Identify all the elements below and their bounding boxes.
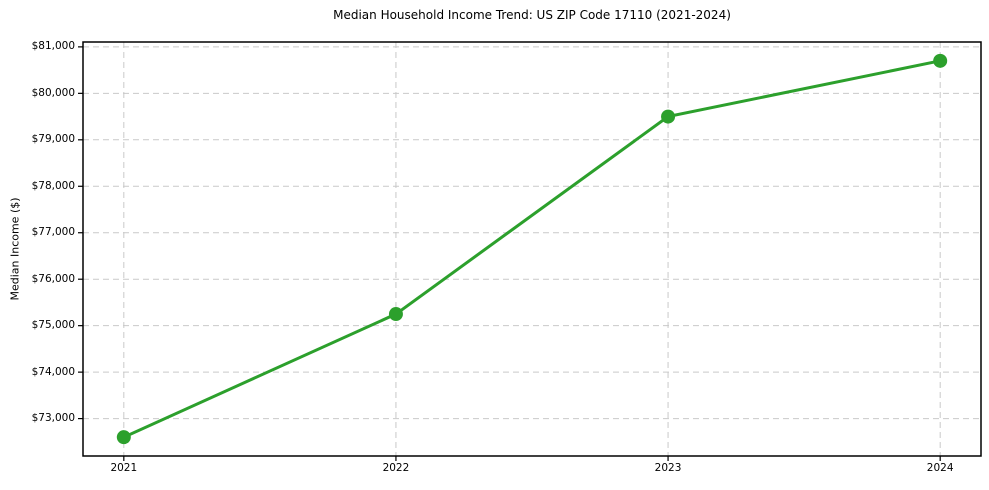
y-tick-label: $79,000 [31, 133, 75, 146]
y-tick-label: $78,000 [31, 179, 75, 192]
y-tick-label: $75,000 [31, 319, 75, 332]
data-point-2023 [661, 109, 676, 124]
plot-frame [82, 41, 982, 457]
income-trend-line [122, 59, 942, 439]
y-tick-label: $74,000 [31, 365, 75, 378]
chart-title: Median Household Income Trend: US ZIP Co… [333, 8, 731, 22]
y-tick-label: $76,000 [31, 272, 75, 285]
y-tick-label: $81,000 [31, 40, 75, 53]
y-tick-label: $77,000 [31, 226, 75, 239]
x-tick-label: 2022 [382, 462, 410, 474]
data-point-2024 [933, 53, 948, 68]
data-point-2021 [116, 430, 131, 445]
x-tick-label: 2024 [926, 462, 954, 474]
x-tick-label: 2023 [654, 462, 682, 474]
data-point-2022 [388, 307, 403, 322]
y-tick-label: $80,000 [31, 86, 75, 99]
x-tick-label: 2021 [110, 462, 138, 474]
y-tick-label: $73,000 [31, 412, 75, 425]
